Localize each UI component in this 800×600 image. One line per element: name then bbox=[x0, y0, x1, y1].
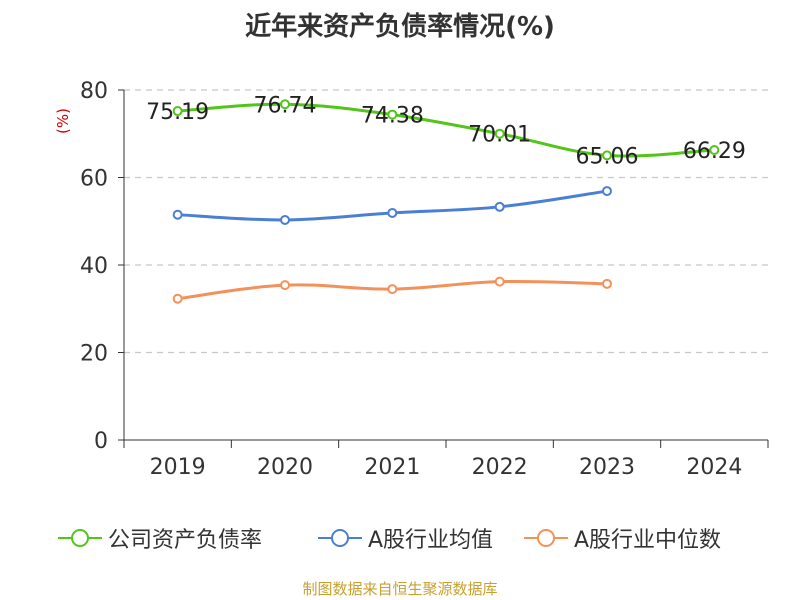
legend: 公司资产负债率 A股行业均值 A股行业中位数 bbox=[0, 520, 800, 556]
legend-label-company: 公司资产负债率 bbox=[108, 528, 263, 553]
data-label-company-2023: 65.06 bbox=[576, 144, 639, 169]
data-point-company-2022 bbox=[494, 128, 505, 139]
x-tick-label-2023: 2023 bbox=[579, 455, 635, 480]
legend-label-industry-average: A股行业均值 bbox=[368, 528, 494, 553]
x-tick-label-2021: 2021 bbox=[364, 455, 420, 480]
data-point-company-2024 bbox=[709, 144, 720, 155]
data-point-industry-median-2019 bbox=[172, 293, 183, 304]
y-tick-label-0: 0 bbox=[94, 429, 108, 454]
data-point-company-2020 bbox=[280, 99, 290, 110]
y-tick-label-60: 60 bbox=[80, 167, 108, 192]
x-tick-label-2022: 2022 bbox=[472, 455, 528, 480]
data-point-industry-average-2022 bbox=[494, 201, 505, 212]
data-point-industry-median-2021 bbox=[387, 284, 398, 295]
data-point-industry-average-2023 bbox=[602, 186, 612, 197]
data-point-industry-average-2021 bbox=[387, 207, 398, 218]
data-label-company-2022: 70.01 bbox=[468, 123, 531, 148]
x-tick-label-2024: 2024 bbox=[686, 455, 742, 480]
data-point-industry-median-2023 bbox=[602, 278, 612, 289]
data-label-company-2020: 76.74 bbox=[254, 93, 317, 118]
data-point-company-2021 bbox=[387, 109, 398, 120]
y-tick-label-20: 20 bbox=[80, 342, 108, 367]
data-point-company-2023 bbox=[602, 150, 612, 161]
chart-title: 近年来资产负债率情况(%) bbox=[245, 12, 555, 42]
legend-label-industry-median: A股行业中位数 bbox=[574, 528, 722, 553]
data-point-industry-average-2019 bbox=[172, 209, 183, 220]
legend-item-industry-median[interactable]: A股行业中位数 bbox=[524, 520, 721, 556]
x-tick-label-2020: 2020 bbox=[257, 455, 313, 480]
legend-item-industry-average[interactable]: A股行业均值 bbox=[318, 520, 493, 556]
series-line-company bbox=[176, 102, 716, 158]
data-source-note: 制图数据来自恒生聚源数据库 bbox=[302, 580, 498, 598]
data-point-industry-median-2022 bbox=[494, 276, 505, 287]
legend-marker-industry-median bbox=[524, 529, 568, 547]
data-point-industry-average-2020 bbox=[280, 214, 290, 225]
legend-item-company[interactable]: 公司资产负债率 bbox=[58, 520, 262, 556]
y-tick-label-80: 80 bbox=[80, 79, 108, 104]
legend-marker-company bbox=[58, 529, 102, 547]
y-tick-label-40: 40 bbox=[80, 254, 108, 279]
data-label-company-2021: 74.38 bbox=[361, 104, 424, 129]
data-point-industry-median-2020 bbox=[280, 280, 290, 291]
data-point-company-2019 bbox=[172, 106, 183, 117]
data-label-company-2024: 66.29 bbox=[683, 139, 746, 164]
x-tick-label-2019: 2019 bbox=[150, 455, 206, 480]
data-label-company-2019: 75.19 bbox=[146, 100, 209, 125]
legend-marker-industry-average bbox=[318, 529, 362, 547]
